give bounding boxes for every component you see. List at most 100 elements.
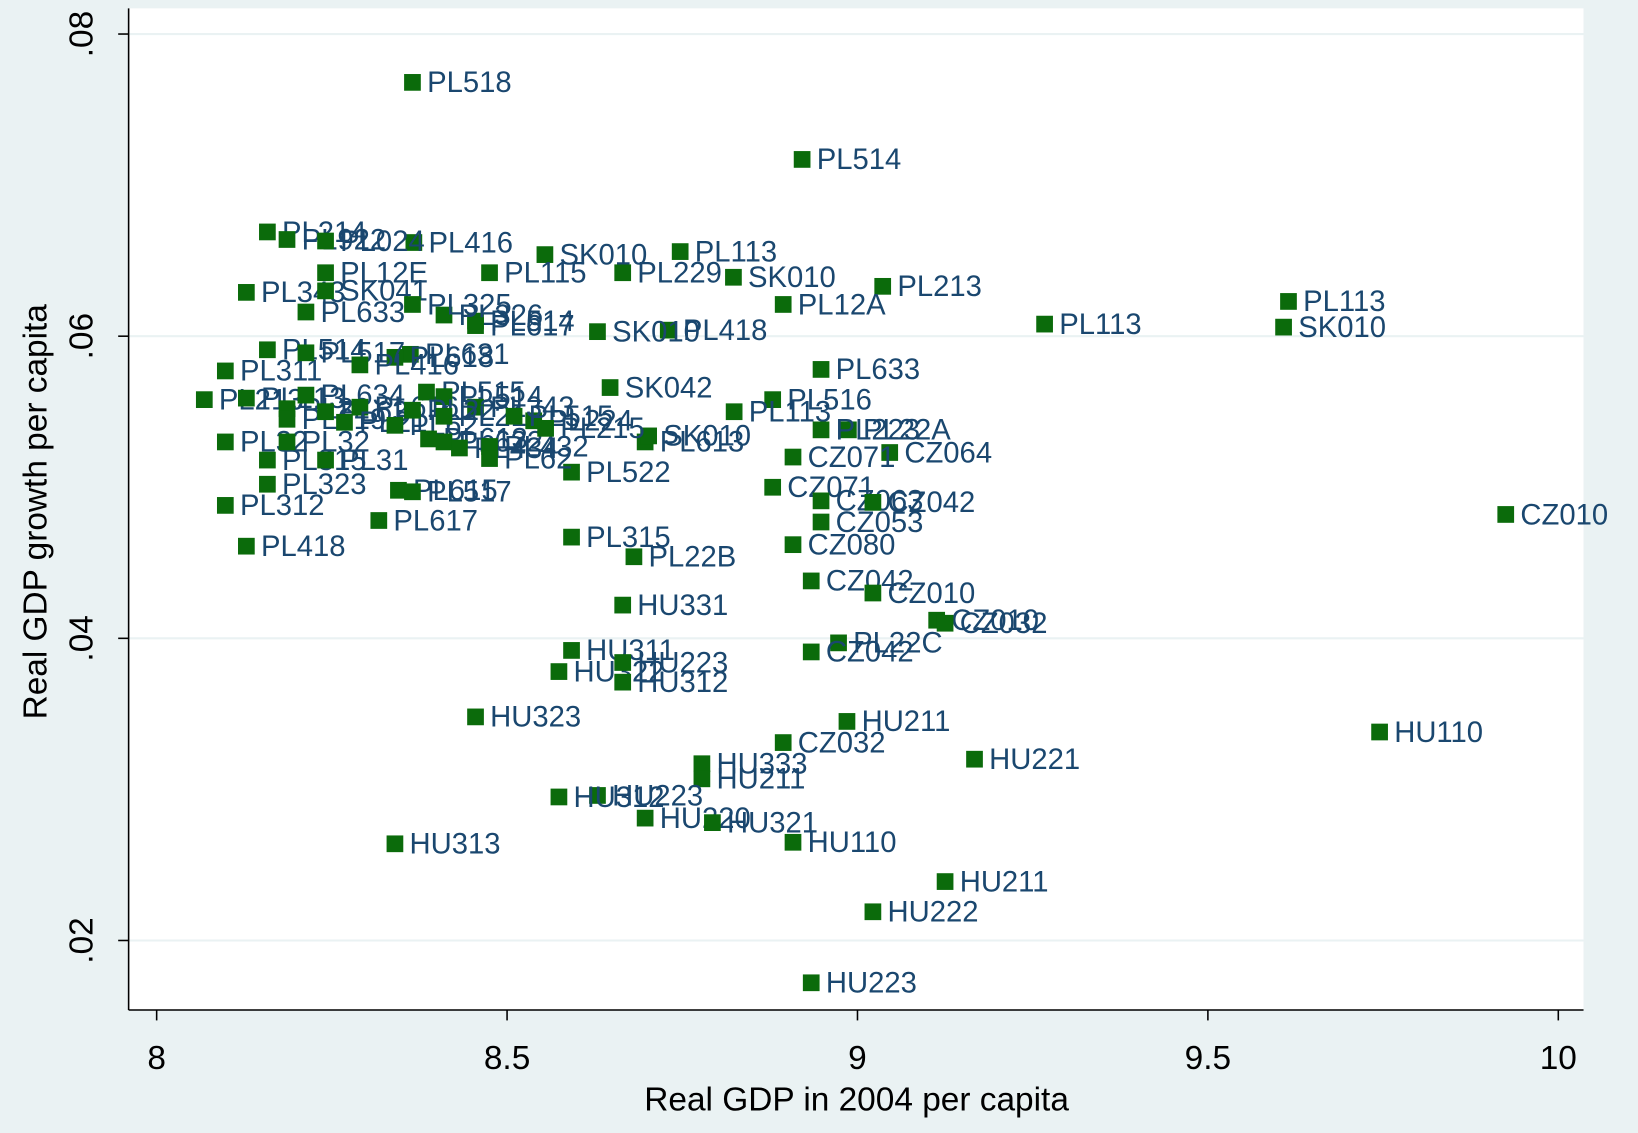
point-label: PL312 [240,490,325,522]
point [278,433,296,451]
point [1371,723,1388,741]
point [550,788,568,806]
y-tick-label: .02 [64,917,101,963]
point-label: CZ053 [836,507,924,539]
point-label: SK010 [1298,312,1386,344]
point [550,663,568,680]
point [404,74,421,91]
point-label: PL024 [340,226,425,258]
y-tick-label: .08 [64,11,101,57]
point [451,439,468,457]
point [404,483,421,501]
point [802,974,820,992]
grid [128,32,1584,942]
point [966,750,983,768]
point [404,401,421,419]
point [401,345,419,363]
point [216,362,234,380]
point [351,356,369,374]
point-label: HU321 [727,807,818,839]
point-label: PL31 [340,445,408,477]
point-label: HU223 [826,968,917,1000]
y-tick-label: .06 [64,313,101,359]
y-axis-label: Real GDP growth per capita [18,304,55,720]
point-label: HU313 [410,829,501,861]
point [614,654,632,671]
point [238,284,255,301]
point [802,572,820,590]
point-label: PL514 [490,306,575,338]
point [405,234,423,251]
point [671,243,689,260]
point-label: PL631 [425,339,510,371]
point [336,413,353,431]
point-label: PL617 [490,310,575,342]
point-label: CZ064 [904,437,992,469]
point-label: PL922 [302,224,387,256]
point-label: PL416 [428,227,513,259]
point-label: HU221 [989,744,1080,776]
point-label: HU331 [637,590,728,622]
point [435,388,453,405]
point [725,268,742,286]
point-label: PL115 [504,258,586,290]
point [420,430,437,448]
point [774,296,792,313]
point-label: PL615 [413,475,498,507]
point [216,497,234,514]
point [764,391,782,408]
point-label: PL22A [863,415,951,447]
point [640,427,657,445]
point [659,321,677,339]
point [370,512,388,529]
point-label: PL633 [321,297,406,329]
point-label: PL12A [798,289,886,321]
point-label: HU110 [1394,717,1483,749]
point-label: HU223 [612,780,703,812]
point [784,833,802,851]
point [238,537,255,555]
point [195,391,213,408]
point [704,814,721,832]
point [874,277,892,295]
point [812,492,830,510]
point-label: PL613 [660,427,745,459]
point [467,317,484,334]
point [536,246,554,263]
point [784,536,802,554]
point [614,673,632,691]
point [1036,315,1053,333]
point [1280,293,1297,310]
point-label: HU110 [808,827,897,859]
point-label: PL323 [282,469,367,501]
point [936,614,954,632]
point [317,264,334,282]
point [537,419,554,437]
point [589,323,606,341]
point [563,642,580,659]
point [830,634,847,652]
point [864,494,882,511]
point-label: PL418 [261,531,346,563]
point [386,835,404,853]
point [774,734,792,751]
point [481,450,498,467]
point-label: CZ032 [798,727,886,759]
point [435,306,453,324]
point-label: HU312 [574,782,665,814]
point-label: CZ042 [888,487,976,519]
point [259,341,276,359]
point [864,584,882,602]
point-label: CZ010 [1520,499,1608,531]
point-label: PL12E [340,258,428,290]
point [725,403,743,421]
point [812,361,830,378]
point [1275,318,1292,336]
point-label: PL416 [375,350,460,382]
point [278,410,296,428]
point-label: CZ071 [808,442,896,474]
point [386,416,404,434]
point [317,282,334,300]
point [614,596,632,614]
